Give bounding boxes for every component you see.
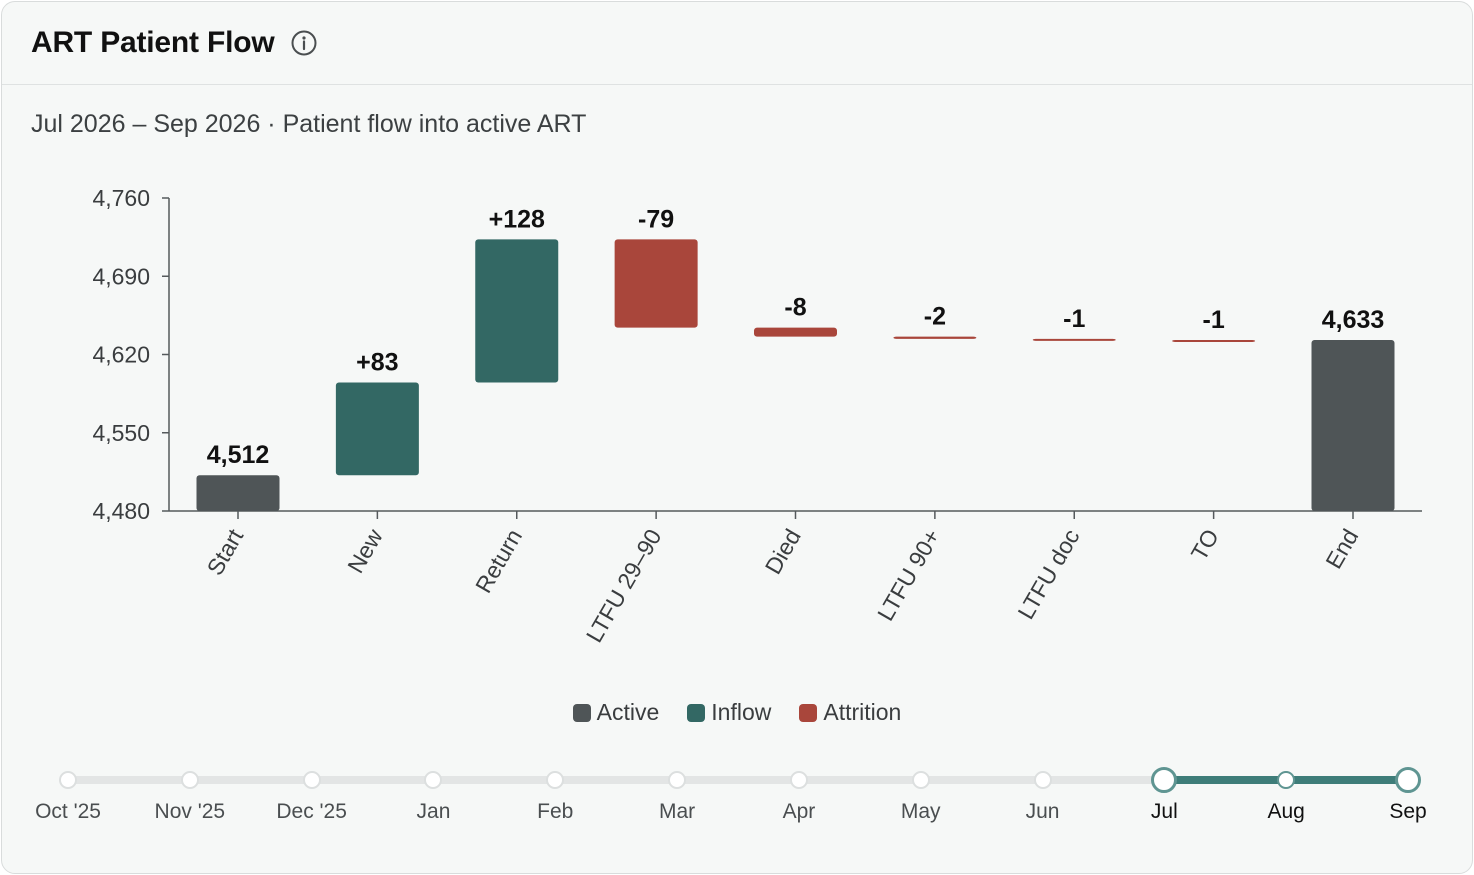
bar-new: [335, 382, 419, 476]
data-label: -1: [1063, 305, 1085, 333]
timeline-month-label[interactable]: Dec '25: [276, 800, 347, 823]
chart-subtitle: Jul 2026 – Sep 2026 · Patient flow into …: [31, 110, 587, 138]
timeline-track[interactable]: [68, 776, 1408, 784]
x-tick-label: LTFU doc: [1012, 525, 1084, 624]
timeline-dot[interactable]: [424, 771, 443, 789]
timeline-month-label[interactable]: Nov '25: [154, 800, 226, 823]
x-tick-label: LTFU 29–90: [581, 525, 667, 647]
timeline-month-label[interactable]: May: [900, 800, 941, 823]
timeline-dot[interactable]: [59, 771, 77, 789]
bar-died: [754, 327, 837, 337]
x-tick-label: Start: [202, 524, 249, 580]
legend-item-attrition[interactable]: Attrition: [799, 699, 901, 726]
timeline-month-label[interactable]: Jan: [416, 800, 451, 823]
timeline-month-label[interactable]: Jul: [1150, 800, 1178, 823]
timeline-dot[interactable]: [911, 771, 930, 789]
data-label: -2: [924, 303, 946, 331]
timeline-dot[interactable]: [789, 771, 808, 789]
bar-ltfu-doc: [1032, 338, 1116, 341]
x-tick-label: End: [1320, 525, 1363, 573]
info-icon[interactable]: [291, 30, 317, 56]
timeline-month-label[interactable]: Apr: [782, 800, 816, 823]
data-label: -1: [1203, 306, 1225, 334]
timeline-dot[interactable]: [1033, 771, 1052, 789]
legend-item-inflow[interactable]: Inflow: [687, 699, 771, 726]
y-tick-label: 4,620: [92, 342, 150, 368]
chart-legend: Active Inflow Attrition: [2, 699, 1472, 726]
x-tick-label: TO: [1186, 525, 1224, 565]
card-header: ART Patient Flow: [2, 2, 1472, 85]
legend-swatch-active: [572, 703, 591, 722]
timeline-month-label[interactable]: Oct '25: [35, 800, 101, 823]
data-label: -8: [784, 294, 806, 322]
month-range-slider[interactable]: Oct '25 Nov '25 Dec '25 Jan Feb Mar Apr May Jun J…: [2, 762, 1472, 842]
bar-ltfu-29-90: [614, 239, 698, 328]
bar-to: [1172, 339, 1256, 342]
timeline-dot[interactable]: [1277, 771, 1296, 789]
timeline-dot[interactable]: [546, 771, 565, 789]
timeline-month-label[interactable]: Sep: [1389, 800, 1427, 823]
y-tick-label: 4,690: [92, 263, 150, 289]
legend-swatch-attrition: [799, 703, 818, 722]
legend-label-inflow: Inflow: [711, 699, 772, 725]
x-tick-label: Return: [470, 525, 527, 598]
timeline-month-label[interactable]: Jun: [1025, 800, 1060, 823]
x-tick-label: New: [342, 524, 388, 577]
bar-ltfu-90-: [893, 336, 977, 339]
card-title: ART Patient Flow: [31, 26, 275, 59]
timeline-month-label[interactable]: Mar: [658, 800, 696, 823]
range-handle[interactable]: [1395, 767, 1421, 793]
y-tick-label: 4,550: [92, 420, 150, 446]
timeline-dot[interactable]: [302, 771, 321, 789]
data-label: +83: [356, 348, 398, 376]
y-tick-label: 4,760: [92, 185, 150, 211]
timeline-dot[interactable]: [180, 771, 199, 789]
x-tick-label: Died: [760, 525, 806, 579]
bar-end: [1311, 339, 1395, 511]
range-handle[interactable]: [1151, 767, 1178, 793]
data-label: 4,512: [207, 441, 270, 469]
data-label: -79: [638, 205, 674, 233]
data-label: 4,633: [1322, 306, 1385, 334]
legend-swatch-inflow: [687, 703, 706, 722]
legend-label-attrition: Attrition: [823, 699, 902, 725]
bar-start: [196, 475, 280, 511]
y-tick-label: 4,480: [92, 498, 150, 524]
legend-item-active[interactable]: Active: [572, 699, 660, 726]
timeline-dot[interactable]: [668, 771, 687, 789]
timeline-month-label[interactable]: Feb: [537, 800, 574, 823]
x-tick-label: LTFU 90+: [872, 525, 945, 626]
bar-return: [475, 239, 559, 383]
timeline-month-label[interactable]: Aug: [1267, 800, 1305, 823]
waterfall-chart: 4,760 4,690 4,620 4,550 4,480 4,512 Start +83 Ne…: [92, 185, 1422, 647]
data-label: +128: [489, 205, 545, 233]
legend-label-active: Active: [596, 699, 660, 725]
